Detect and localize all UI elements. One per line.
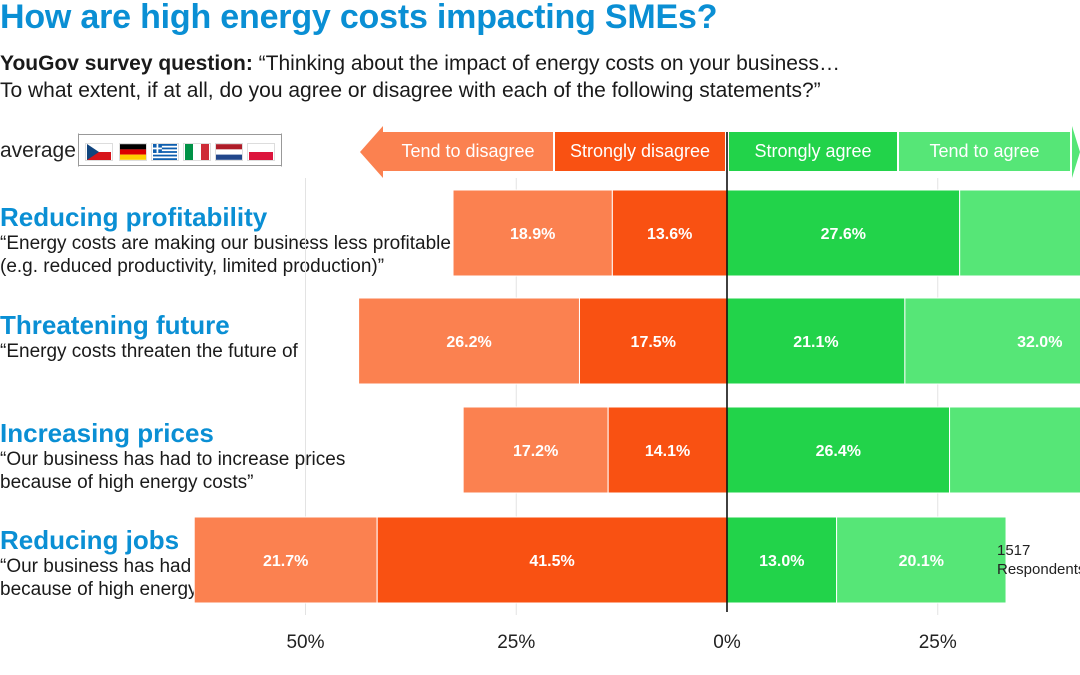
- page-title: How are high energy costs impacting SMEs…: [0, 0, 718, 36]
- bar-tend-disagree: [193, 516, 378, 604]
- statement-heading: Increasing prices: [0, 418, 214, 448]
- bar-value-label: 32.0%: [1017, 334, 1062, 351]
- bar-strongly-agree: [726, 516, 838, 604]
- bar-tend-agree: [949, 406, 1080, 494]
- bar-tend-disagree: [462, 406, 609, 494]
- average-label: average: [0, 139, 76, 162]
- bar-strongly-disagree: [611, 189, 728, 277]
- respondents-count: 1517: [997, 542, 1031, 559]
- question-lead: YouGov survey question:: [0, 52, 253, 75]
- question-line-1: “Thinking about the impact of energy cos…: [258, 52, 840, 75]
- bar-strongly-agree: [726, 189, 961, 277]
- survey-question: YouGov survey question: “Thinking about …: [0, 50, 840, 104]
- statement-quote-line: because of high energy costs”: [0, 579, 254, 600]
- bar-strongly-disagree: [607, 406, 728, 494]
- bar-value-label: 26.2%: [446, 334, 491, 351]
- netherlands-flag-icon: [215, 143, 243, 161]
- statement-quote-line: “Our business has had to increase prices: [0, 449, 346, 470]
- bar-value-label: 17.2%: [513, 443, 558, 460]
- czech-flag-icon: [85, 143, 113, 161]
- bar-value-label: 21.7%: [263, 553, 308, 570]
- bar-value-label: 14.1%: [645, 443, 690, 460]
- bar-value-label: 27.6%: [821, 226, 866, 243]
- question-line-2: To what extent, if at all, do you agree …: [0, 79, 821, 102]
- disagree-arrow-head: [360, 126, 383, 178]
- respondents-note: 1517 Respondents: [997, 541, 1080, 579]
- statement-heading: Threatening future: [0, 310, 230, 340]
- bar-value-label: 26.4%: [816, 443, 861, 460]
- bar-value-label: 17.5%: [631, 334, 676, 351]
- bar-tend-disagree: [358, 297, 580, 385]
- bar-tend-disagree: [452, 189, 613, 277]
- agree-arrow-head: [1072, 126, 1080, 178]
- statement-quote-line: because of high energy costs”: [0, 472, 254, 493]
- statement-1: Reducing profitability “Energy costs are…: [0, 202, 451, 278]
- statement-quote-line: (e.g. reduced productivity, limited prod…: [0, 256, 385, 277]
- bar-strongly-disagree: [578, 297, 728, 385]
- statement-quote-line: “Energy costs threaten the future of: [0, 341, 298, 362]
- statement-3: Increasing prices “Our business has had …: [0, 418, 345, 494]
- bar-value-label: 13.0%: [759, 553, 804, 570]
- bar-value-label: 41.5%: [529, 553, 574, 570]
- bar-tend-agree: [836, 516, 1007, 604]
- poland-flag-icon: [247, 143, 275, 161]
- bar-group: 18.9%13.6%27.6%37.6%26.2%17.5%21.1%32.0%…: [193, 189, 1080, 604]
- strongly-disagree-header: Strongly disagree: [555, 132, 725, 171]
- x-tick-label: 0%: [713, 632, 741, 653]
- bar-strongly-disagree: [376, 516, 728, 604]
- country-flags: [78, 133, 282, 167]
- x-tick-label: 25%: [919, 632, 957, 653]
- germany-flag-icon: [119, 143, 147, 161]
- statement-heading: Reducing jobs: [0, 525, 180, 555]
- x-tick-label: 25%: [497, 632, 535, 653]
- x-tick-label: 50%: [286, 632, 324, 653]
- bar-value-label: 20.1%: [899, 553, 944, 570]
- tend-disagree-header: Tend to disagree: [383, 132, 553, 171]
- bar-value-label: 18.9%: [510, 226, 555, 243]
- greece-flag-icon: [151, 143, 179, 161]
- bar-value-label: 21.1%: [793, 334, 838, 351]
- bar-strongly-agree: [726, 297, 906, 385]
- respondents-label: Respondents: [997, 561, 1080, 578]
- bar-tend-agree: [904, 297, 1080, 385]
- bar-strongly-agree: [726, 406, 951, 494]
- statement-2: Threatening future “Energy costs threate…: [0, 310, 298, 363]
- x-axis-ticks: 50%25%0%25%50%: [286, 632, 957, 653]
- strongly-agree-header: Strongly agree: [729, 132, 897, 171]
- italy-flag-icon: [183, 143, 211, 161]
- statement-heading: Reducing profitability: [0, 202, 268, 232]
- bar-tend-agree: [959, 189, 1080, 277]
- tend-agree-header: Tend to agree: [899, 132, 1070, 171]
- bar-value-label: 13.6%: [647, 226, 692, 243]
- statement-quote-line: “Energy costs are making our business le…: [0, 233, 451, 254]
